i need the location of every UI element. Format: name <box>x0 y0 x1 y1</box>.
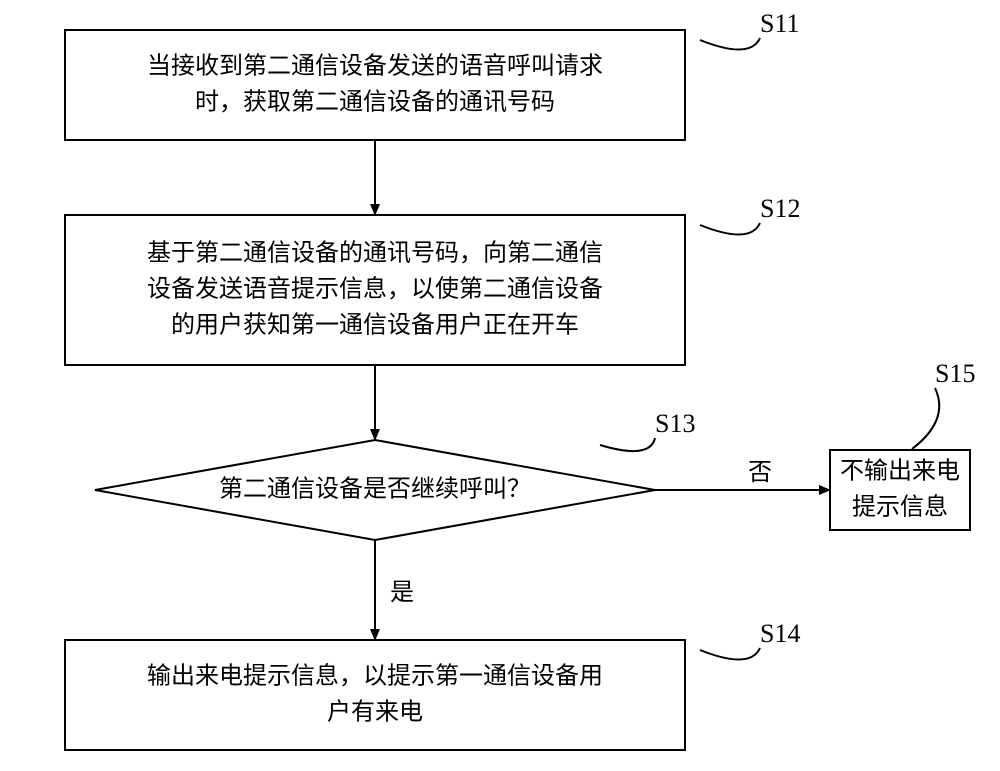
node-s15-text-line-1: 提示信息 <box>852 493 948 520</box>
node-s14 <box>65 640 685 750</box>
node-s13-text-line-0: 第二通信设备是否继续呼叫？ <box>219 475 531 502</box>
callout-s11 <box>700 38 760 50</box>
label-s15: S15 <box>935 359 975 388</box>
label-s13: S13 <box>655 409 695 438</box>
label-s14: S14 <box>760 619 800 648</box>
label-s12: S12 <box>760 194 800 223</box>
node-s12-text-line-2: 的用户获知第一通信设备用户正在开车 <box>171 311 579 338</box>
node-s12-text-line-1: 设备发送语音提示信息，以使第二通信设备 <box>147 275 603 302</box>
node-s12-text-line-0: 基于第二通信设备的通讯号码，向第二通信 <box>147 239 603 266</box>
callout-s14 <box>700 648 760 660</box>
flowchart: 是 否 当接收到第二通信设备发送的语音呼叫请求时，获取第二通信设备的通讯号码基于第… <box>0 0 1000 771</box>
callout-s12 <box>700 223 760 235</box>
edge-label-3: 否 <box>748 460 772 486</box>
node-s14-text-line-0: 输出来电提示信息，以提示第一通信设备用 <box>147 662 603 689</box>
node-s11 <box>65 30 685 140</box>
callout-s15 <box>912 388 939 449</box>
node-s14-text-line-1: 户有来电 <box>327 698 423 725</box>
callout-s13 <box>600 438 655 451</box>
node-s11-text-line-0: 当接收到第二通信设备发送的语音呼叫请求 <box>147 52 603 79</box>
label-s11: S11 <box>760 9 800 38</box>
edge-label-2: 是 <box>390 580 414 606</box>
node-s15-text-line-0: 不输出来电 <box>840 457 960 484</box>
node-s11-text-line-1: 时，获取第二通信设备的通讯号码 <box>195 88 555 115</box>
